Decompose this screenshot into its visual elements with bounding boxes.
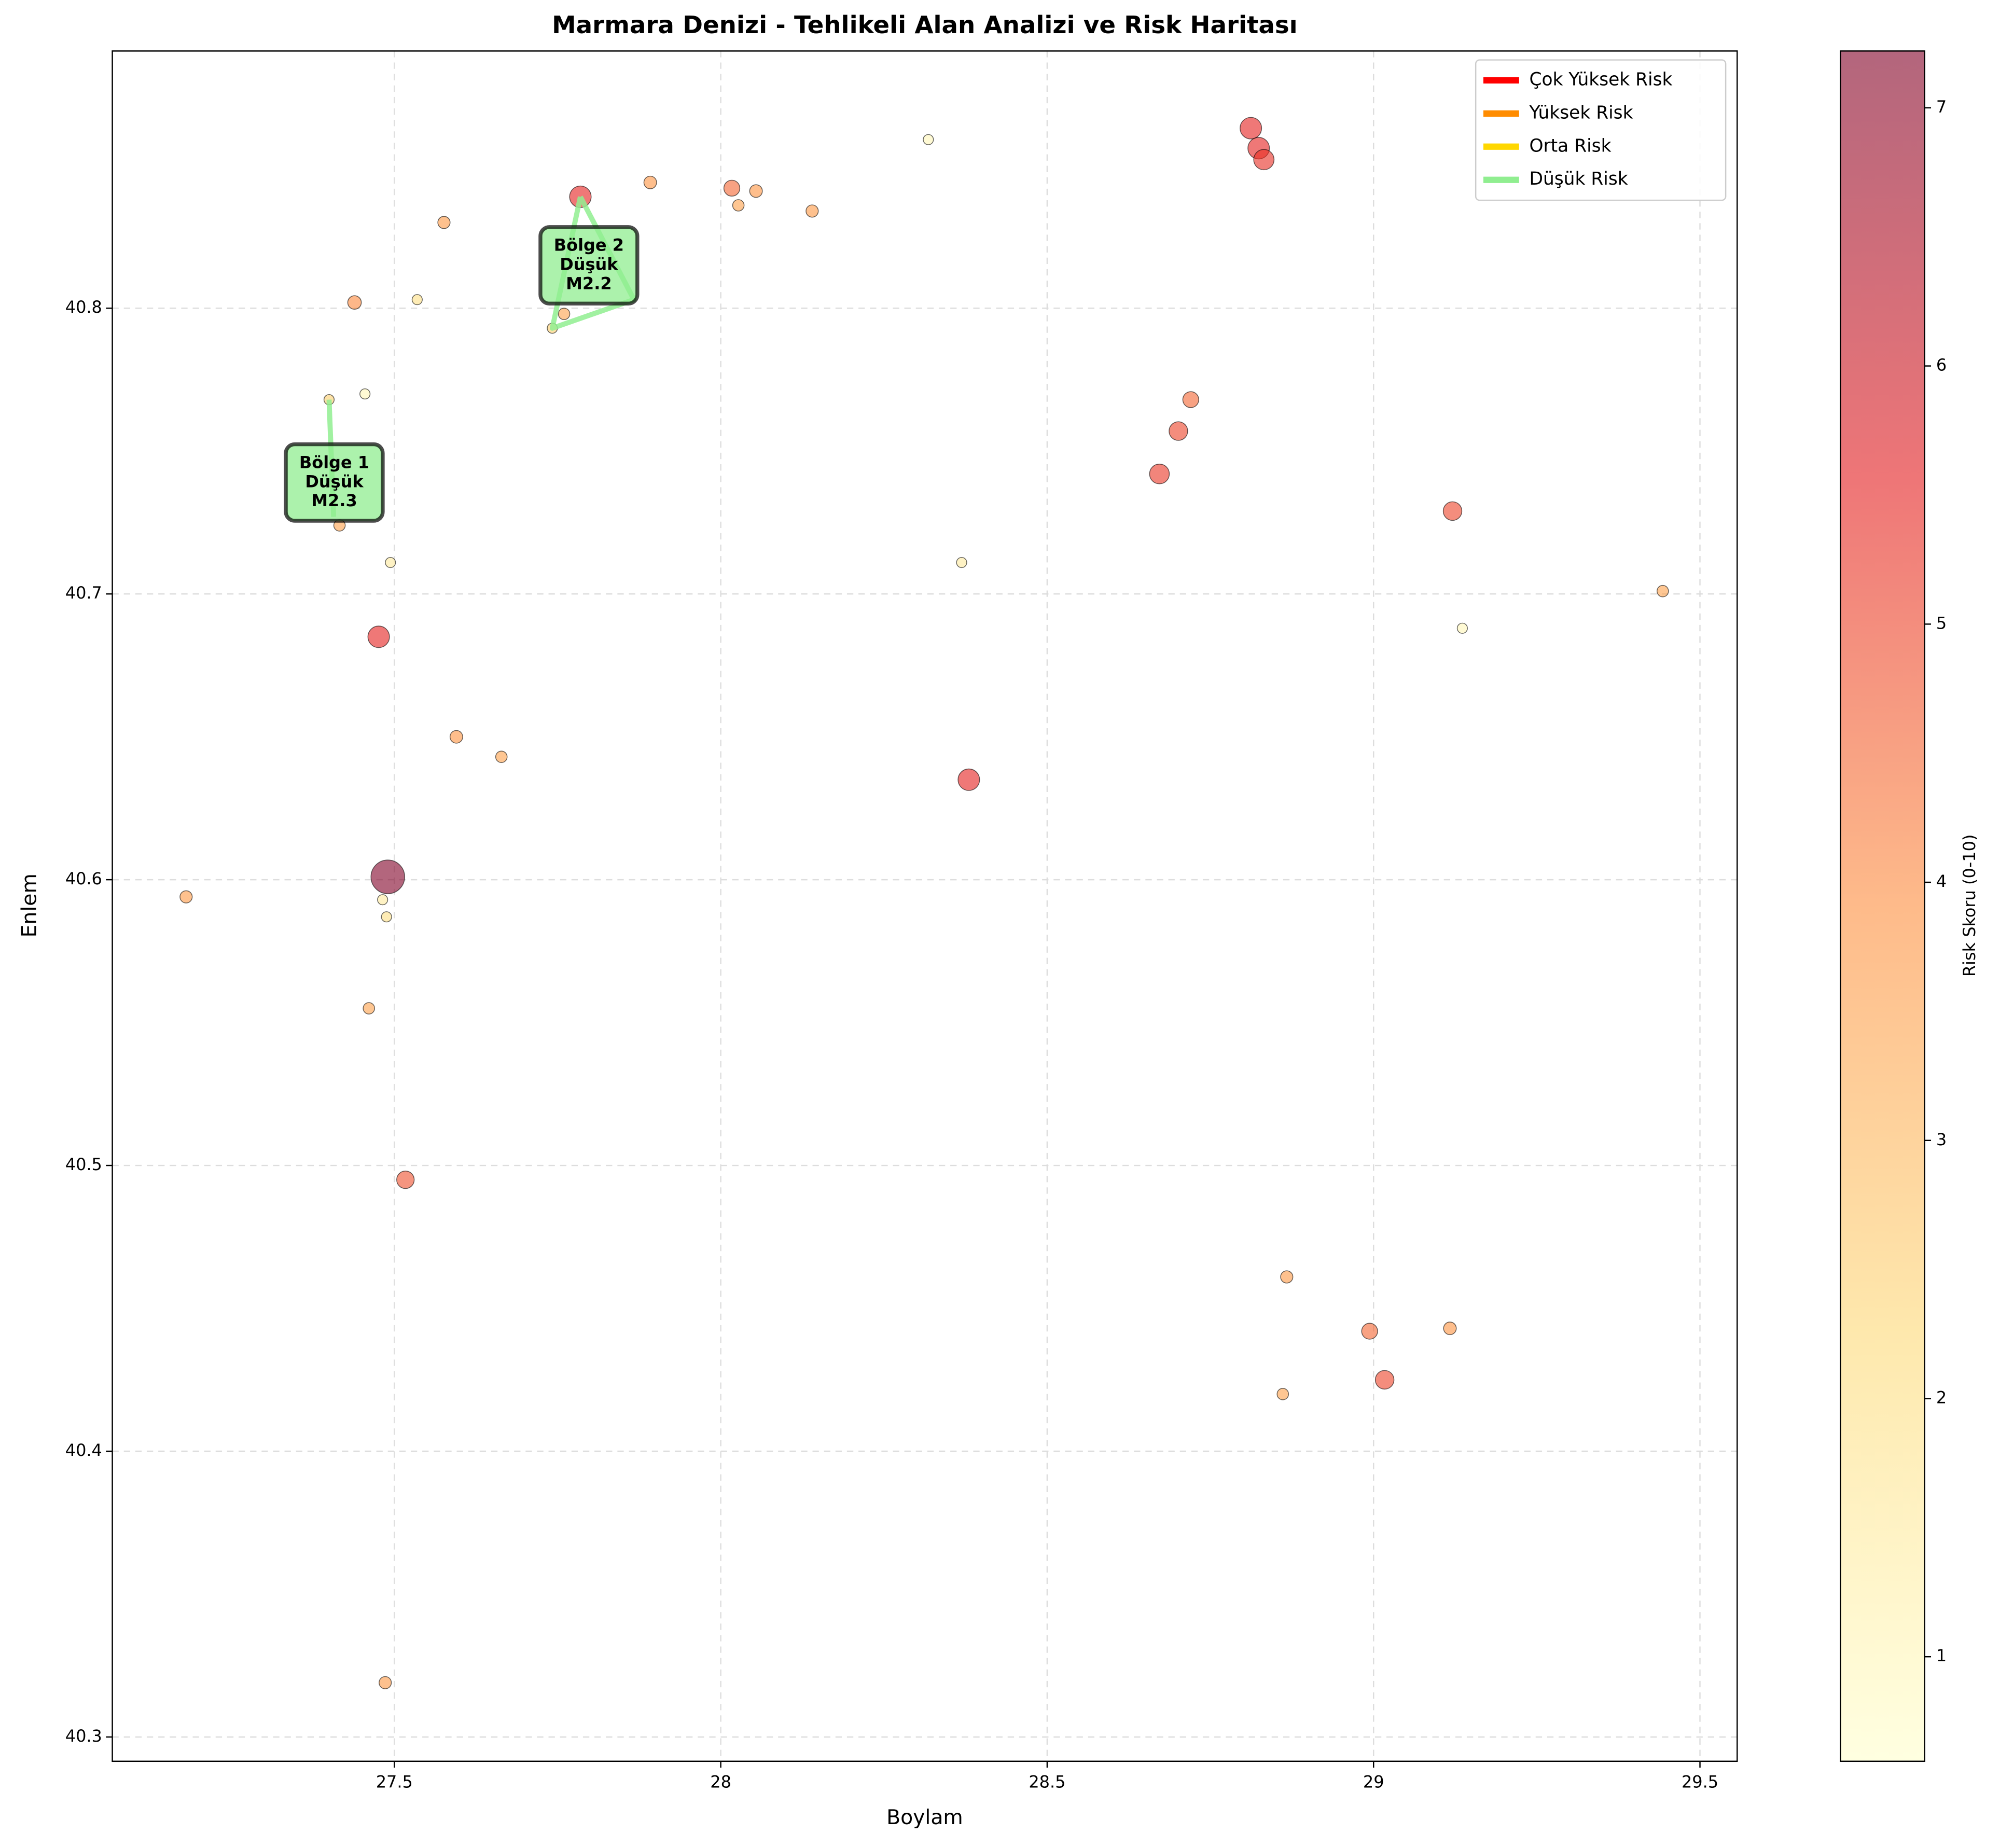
colorbar [1840,51,1925,1761]
x-axis-label: Boylam [886,1805,963,1829]
point [396,1170,415,1189]
plot-frame [112,50,1738,1762]
x-tick-label: 29 [1363,1772,1384,1792]
point [1374,1370,1395,1390]
colorbar-tick-label: 5 [1936,613,1947,633]
point [377,894,388,906]
zone-label-box [538,225,640,306]
x-tick-label: 28 [710,1772,731,1792]
zone-label: M2.3 [311,491,357,510]
point [1276,1388,1289,1400]
point [732,199,745,212]
zone-label: M2.2 [566,273,612,293]
point [347,295,362,310]
zone-label: Bölge 2 [554,235,624,255]
point [411,294,423,305]
point [363,1002,376,1015]
colorbar-label: Risk Skoru (0-10) [1960,835,1979,977]
point [1442,501,1463,521]
point [1253,149,1275,171]
y-tick-label: 40.4 [65,1440,102,1460]
point [956,557,967,568]
point [1182,391,1199,408]
point [495,751,508,763]
point [1149,463,1170,484]
point [957,768,980,791]
point [1361,1323,1378,1340]
legend-label: Orta Risk [1529,135,1611,156]
point [805,204,819,218]
point [643,175,657,189]
zone-label: Bölge 1 [299,452,369,472]
y-tick-label: 40.6 [65,869,102,888]
point [1280,1270,1294,1284]
point [1443,1322,1457,1336]
colorbar-tick-label: 6 [1936,355,1947,375]
point [1240,117,1262,140]
point [359,388,371,400]
y-axis-label: Enlem [18,873,41,937]
point [749,184,763,198]
point [367,626,390,648]
chart-title: Marmara Denizi - Tehlikeli Alan Analizi … [552,11,1297,39]
colorbar-tick-label: 2 [1936,1387,1947,1407]
legend-label: Yüksek Risk [1529,102,1633,123]
legend-box [1475,59,1727,201]
y-tick-label: 40.8 [65,297,102,317]
zone-label: Düşük [305,471,364,491]
y-tick-label: 40.7 [65,583,102,603]
point [370,859,405,894]
colorbar-tick-label: 4 [1936,871,1947,891]
colorbar-tick-label: 7 [1936,97,1947,117]
point [437,216,451,229]
y-tick-label: 40.5 [65,1155,102,1174]
legend-label: Düşük Risk [1529,169,1628,189]
point [1456,622,1468,634]
zone-label: Düşük [560,255,618,274]
point [381,911,392,923]
x-tick-label: 28.5 [1029,1772,1065,1792]
point [449,730,463,744]
point [385,557,396,568]
point [179,890,193,904]
colorbar-frame [1840,50,1925,1762]
point [1169,421,1188,441]
x-tick-label: 27.5 [376,1772,413,1792]
point [723,179,741,197]
point [923,134,934,145]
y-tick-label: 40.3 [65,1726,102,1746]
point [558,308,571,321]
x-tick-label: 29.5 [1682,1772,1718,1792]
legend-label: Çok Yüksek Risk [1529,69,1672,90]
point [379,1676,392,1689]
point [1656,585,1669,598]
colorbar-tick-label: 3 [1936,1130,1947,1149]
zone-label-box [284,442,385,523]
colorbar-tick-label: 1 [1936,1646,1947,1665]
